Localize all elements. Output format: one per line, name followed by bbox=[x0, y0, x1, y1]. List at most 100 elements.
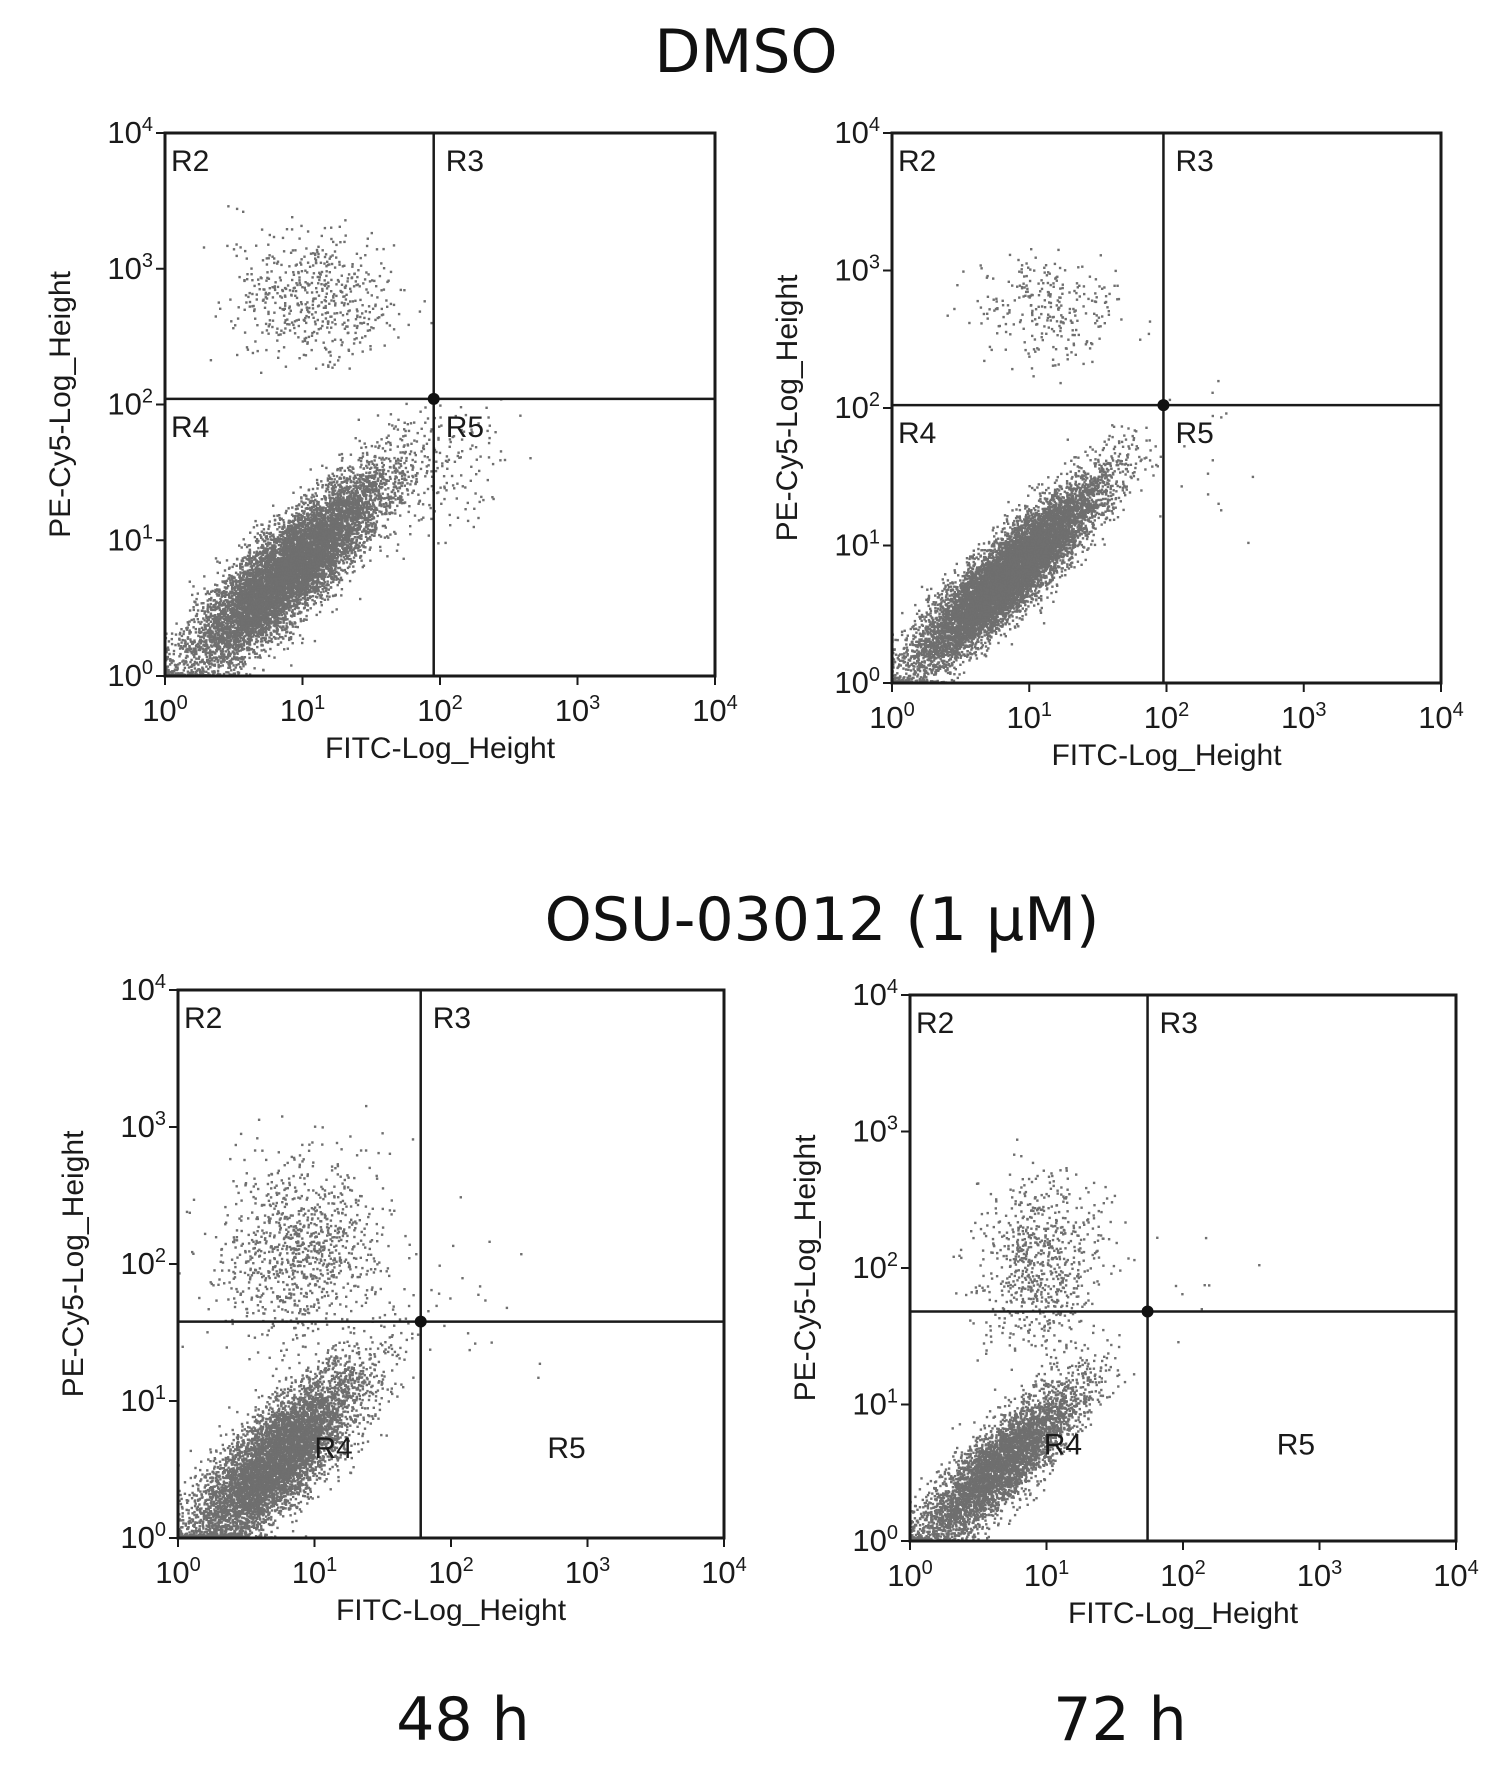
event-dot bbox=[345, 561, 349, 564]
event-dot bbox=[217, 623, 220, 627]
event-dot bbox=[400, 472, 403, 475]
event-dot bbox=[238, 618, 241, 621]
event-dot bbox=[232, 615, 236, 618]
event-dot bbox=[338, 453, 341, 456]
event-dot bbox=[255, 559, 258, 562]
event-dot bbox=[222, 601, 225, 605]
event-dot bbox=[268, 628, 271, 631]
event-dot bbox=[347, 546, 350, 550]
event-dot bbox=[343, 568, 346, 572]
event-dot bbox=[425, 471, 428, 475]
event-dot bbox=[392, 464, 396, 467]
event-dot bbox=[315, 509, 319, 512]
event-dot bbox=[223, 586, 227, 589]
event-dot bbox=[388, 501, 392, 504]
event-dot bbox=[221, 647, 224, 651]
event-dot bbox=[347, 468, 351, 472]
event-dot bbox=[230, 669, 233, 672]
scatter-plot-1: 100100101101102102103103104104FITC-Log_H… bbox=[44, 114, 738, 765]
event-dot bbox=[333, 483, 337, 487]
event-dot bbox=[332, 503, 335, 506]
event-dot bbox=[206, 599, 209, 602]
event-dot bbox=[212, 644, 215, 647]
event-dot bbox=[268, 599, 271, 602]
event-dot bbox=[228, 618, 231, 621]
event-dot bbox=[205, 643, 208, 646]
event-dot bbox=[347, 534, 350, 537]
event-dot bbox=[168, 652, 171, 656]
event-dot bbox=[167, 640, 171, 643]
event-dot bbox=[334, 513, 337, 516]
event-dot bbox=[237, 643, 241, 646]
event-dot bbox=[295, 601, 299, 604]
event-dot bbox=[334, 489, 337, 492]
event-dot bbox=[194, 631, 198, 634]
event-dot bbox=[362, 564, 366, 567]
event-dot bbox=[193, 667, 197, 670]
event-dot bbox=[241, 568, 244, 571]
event-dot bbox=[296, 517, 300, 520]
event-dot bbox=[273, 656, 276, 659]
event-dot bbox=[368, 461, 371, 464]
event-dot bbox=[181, 647, 185, 650]
event-dot bbox=[338, 573, 341, 576]
event-dot bbox=[264, 625, 267, 628]
event-dot bbox=[425, 442, 429, 445]
event-dot bbox=[268, 520, 271, 523]
event-dot bbox=[288, 638, 291, 642]
event-dot bbox=[382, 476, 385, 479]
event-dot bbox=[328, 491, 331, 494]
event-dot bbox=[381, 513, 384, 516]
event-dot bbox=[360, 463, 363, 466]
event-dot bbox=[229, 652, 232, 655]
event-dot bbox=[394, 475, 397, 478]
event-dot bbox=[352, 541, 356, 544]
event-dot bbox=[335, 475, 339, 478]
event-dot bbox=[254, 577, 258, 580]
event-dot bbox=[255, 524, 259, 527]
event-dot bbox=[202, 637, 206, 640]
event-dot bbox=[313, 535, 316, 539]
event-dot bbox=[170, 642, 174, 646]
event-dot bbox=[256, 532, 259, 535]
event-dot bbox=[240, 559, 243, 562]
event-dot bbox=[184, 656, 188, 660]
event-dot bbox=[324, 547, 328, 550]
event-dot bbox=[396, 457, 400, 461]
event-dot bbox=[346, 489, 349, 492]
event-dot bbox=[166, 657, 169, 661]
event-dot bbox=[277, 548, 280, 551]
event-dot bbox=[221, 610, 224, 613]
event-dot bbox=[318, 610, 322, 614]
event-dot bbox=[352, 556, 356, 559]
group-title-osu: OSU-03012 (1 μM) bbox=[545, 885, 1100, 955]
event-dot bbox=[415, 440, 419, 443]
event-dot bbox=[184, 650, 187, 653]
event-dot bbox=[416, 431, 419, 435]
event-dot bbox=[389, 441, 392, 445]
event-dot bbox=[317, 500, 320, 504]
event-dot bbox=[222, 672, 226, 676]
event-dot bbox=[331, 489, 334, 492]
event-dot bbox=[301, 528, 304, 532]
event-dot bbox=[352, 467, 355, 470]
event-dot bbox=[228, 659, 231, 663]
event-dot bbox=[185, 628, 189, 631]
event-dot bbox=[393, 509, 397, 512]
event-dot bbox=[290, 520, 293, 523]
event-dot bbox=[358, 545, 361, 548]
event-dot bbox=[366, 478, 369, 481]
event-dot bbox=[231, 607, 234, 610]
event-dot bbox=[365, 464, 368, 468]
event-dot bbox=[255, 617, 259, 620]
event-dot bbox=[391, 471, 394, 474]
event-dot bbox=[326, 580, 329, 583]
event-dot bbox=[336, 495, 340, 498]
event-dot bbox=[249, 627, 253, 630]
event-dot bbox=[235, 656, 239, 659]
event-dot bbox=[342, 533, 345, 537]
event-dot bbox=[368, 524, 371, 527]
event-dot bbox=[414, 453, 417, 457]
event-dot bbox=[292, 537, 295, 540]
event-dot bbox=[232, 664, 235, 667]
